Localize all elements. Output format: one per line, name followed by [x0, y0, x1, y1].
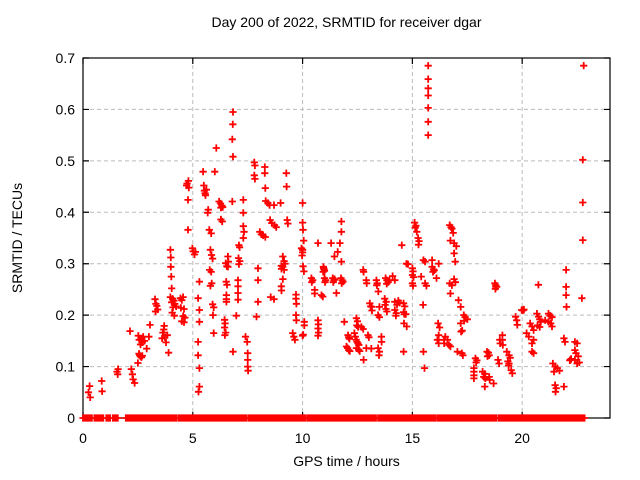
y-tick-label: 0.2: [56, 307, 76, 323]
y-tick-label: 0.6: [56, 101, 76, 117]
x-axis-label: GPS time / hours: [293, 453, 400, 469]
y-tick-label: 0.3: [56, 256, 76, 272]
x-tick-label: 0: [79, 430, 87, 446]
chart-title: Day 200 of 2022, SRMTID for receiver dga…: [211, 14, 482, 30]
tick-marks: [82, 57, 610, 419]
grid-lines: [83, 58, 610, 418]
zero-baseline-points: [79, 414, 589, 422]
scatter-points: [84, 62, 588, 401]
y-axis-label: SRMTID / TECUs: [9, 182, 25, 294]
plot-border: [82, 57, 611, 419]
y-tick-label: 0: [67, 410, 75, 426]
y-tick-label: 0.5: [56, 153, 76, 169]
y-tick-label: 0.4: [56, 204, 76, 220]
y-tick-labels: 0 0.1 0.2 0.3 0.4 0.5 0.6 0.7: [56, 50, 76, 426]
x-tick-label: 15: [405, 430, 421, 446]
x-tick-label: 5: [189, 430, 197, 446]
y-tick-label: 0.1: [56, 359, 76, 375]
y-tick-label: 0.7: [56, 50, 76, 66]
x-tick-labels: 0 5 10 15 20: [79, 430, 530, 446]
x-tick-label: 20: [514, 430, 530, 446]
x-tick-label: 10: [295, 430, 311, 446]
